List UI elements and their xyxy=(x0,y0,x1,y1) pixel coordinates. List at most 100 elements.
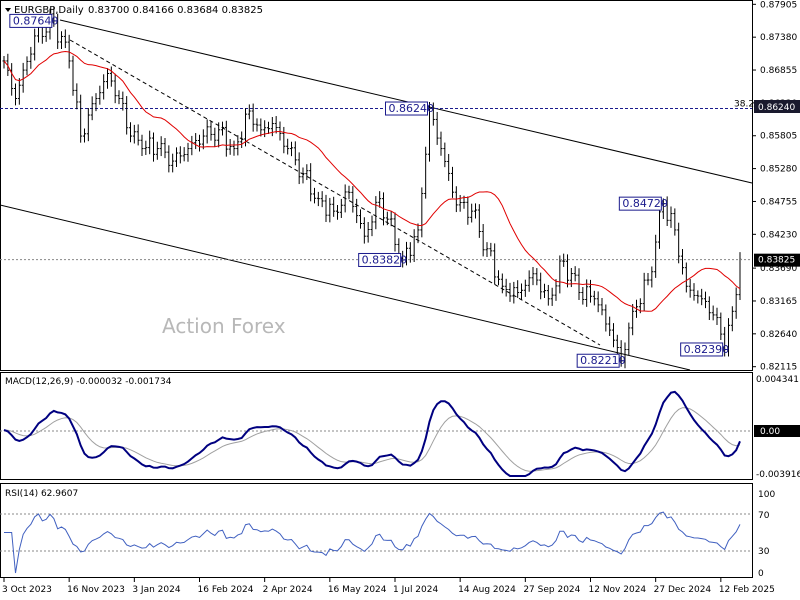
price-bar xyxy=(347,185,351,200)
date-tick-label: 1 Jul 2024 xyxy=(393,585,438,595)
price-bar xyxy=(117,90,121,105)
price-tick-label: 0.86855 xyxy=(760,66,797,76)
price-bar xyxy=(416,223,420,244)
price-bar xyxy=(290,141,293,157)
price-bar xyxy=(98,85,102,105)
price-bar xyxy=(255,118,259,132)
date-tick-label: 12 Nov 2024 xyxy=(589,585,647,595)
price-bar xyxy=(615,334,619,355)
price-bar xyxy=(474,203,477,219)
price-bar xyxy=(604,304,608,332)
symbol-label: EURGBP,Daily xyxy=(14,5,84,16)
price-bar xyxy=(313,187,316,204)
ohlc-label: 0.83700 0.84166 0.83684 0.83825 xyxy=(88,5,263,16)
date-axis: 3 Oct 2023 16 Nov 2023 3 Jan 2024 16 Feb 20… xyxy=(2,578,775,595)
price-bar xyxy=(17,78,21,105)
price-bar xyxy=(125,96,129,135)
lower-channel-line xyxy=(0,204,691,371)
macd-line xyxy=(3,390,741,477)
price-bar xyxy=(217,122,221,148)
date-tick-label: 14 Aug 2024 xyxy=(458,585,516,595)
price-bar xyxy=(658,204,661,249)
price-bar xyxy=(90,96,94,121)
price-callout: 0.82210 xyxy=(576,353,626,368)
price-bar xyxy=(389,211,393,227)
price-bar xyxy=(608,316,612,336)
price-bar xyxy=(673,208,677,236)
price-bar xyxy=(393,212,397,252)
price-bar xyxy=(293,141,297,166)
macd-title: MACD(12,26,9) -0.000032 -0.001734 xyxy=(5,377,172,387)
price-bar xyxy=(148,130,152,155)
price-bar xyxy=(497,270,500,286)
price-callout: 0.82390 xyxy=(680,342,729,357)
price-bar xyxy=(29,46,33,69)
price-bar xyxy=(535,268,539,286)
price-bar xyxy=(343,184,347,213)
rsi-tick-70: 70 xyxy=(758,511,770,521)
price-bar xyxy=(424,146,428,199)
price-bar xyxy=(516,280,520,298)
rsi-tick-0: 0 xyxy=(758,569,764,579)
price-bar xyxy=(378,191,382,208)
price-bar xyxy=(408,242,412,263)
price-bar xyxy=(224,120,228,157)
price-bar xyxy=(458,195,462,212)
price-bar xyxy=(274,116,278,134)
price-bar xyxy=(581,287,585,305)
price-bar xyxy=(163,138,167,159)
price-tick-label: 0.84230 xyxy=(760,230,797,240)
price-tick-label: 0.82115 xyxy=(760,363,797,373)
date-tick-label: 16 Nov 2023 xyxy=(67,585,125,595)
price-bar xyxy=(600,297,604,316)
price-bar xyxy=(451,166,454,198)
price-bar xyxy=(324,194,328,223)
svg-text:0.87640: 0.87640 xyxy=(13,14,59,27)
price-bar xyxy=(412,229,416,262)
macd-tick-zero: 0.00 xyxy=(760,427,780,437)
price-bar xyxy=(550,287,554,306)
price-bar xyxy=(209,121,213,141)
date-tick-label: 16 Feb 2024 xyxy=(198,585,254,595)
collapse-arrow-icon[interactable] xyxy=(5,8,11,12)
price-bar xyxy=(654,234,658,278)
price-bar xyxy=(240,131,244,149)
price-bar xyxy=(83,128,86,143)
price-bar xyxy=(362,217,366,244)
price-tick-label: 0.85805 xyxy=(760,132,797,142)
price-bar xyxy=(186,142,190,162)
price-bar xyxy=(21,62,25,93)
macd-tick-top: 0.004341 xyxy=(756,375,799,385)
price-bar xyxy=(531,266,535,286)
price-bar xyxy=(251,103,255,132)
price-tick-label: 0.83165 xyxy=(760,297,797,307)
price-bar xyxy=(270,117,274,137)
price-bar xyxy=(109,66,113,87)
price-bar xyxy=(715,307,719,326)
rsi-tick-30: 30 xyxy=(758,547,770,557)
price-bar xyxy=(60,31,63,49)
price-bar xyxy=(63,29,67,49)
price-bar xyxy=(684,262,688,293)
price-bar xyxy=(213,127,217,148)
date-tick-label: 3 Oct 2023 xyxy=(2,585,52,595)
price-bar xyxy=(573,266,577,282)
current-price-tag-text: 0.83825 xyxy=(758,256,795,266)
price-bar xyxy=(339,198,343,218)
price-bar xyxy=(155,141,159,160)
price-bar xyxy=(267,121,270,135)
price-bar xyxy=(132,124,136,144)
rsi-title: RSI(14) 62.9607 xyxy=(5,489,78,499)
price-bar xyxy=(500,273,504,294)
date-tick-label: 2 Apr 2024 xyxy=(263,585,313,595)
price-bar xyxy=(201,129,205,150)
price-callouts: 0.87640 0.86240 0.83820 0.82210 0.84720 0.823… xyxy=(9,13,729,368)
macd-tick-bottom: -0.003916 xyxy=(756,470,800,480)
price-callout: 0.86240 xyxy=(385,101,434,116)
price-bar xyxy=(14,83,17,106)
price-bar xyxy=(178,146,182,164)
fib-label: 38.2 xyxy=(734,100,754,110)
price-bar xyxy=(355,198,359,224)
rsi-tick-100: 100 xyxy=(758,490,775,500)
